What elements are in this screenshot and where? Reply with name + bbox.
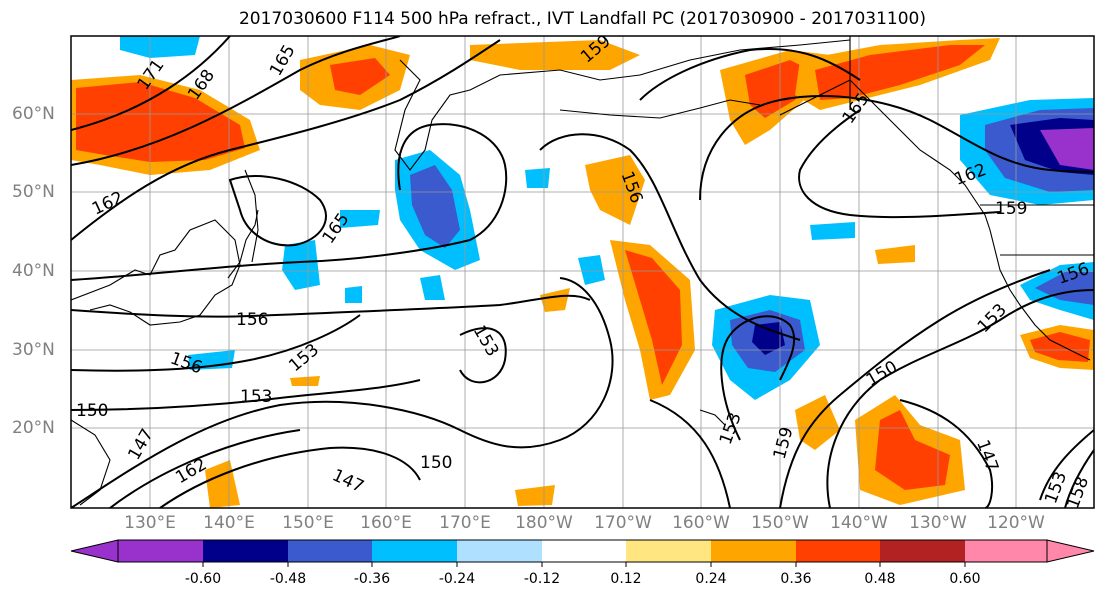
colorbar-outline — [117, 539, 1048, 563]
colorbar-bin — [542, 540, 626, 562]
colorbar-bin — [118, 540, 203, 562]
colorbar-bin — [372, 540, 457, 562]
lon-label: 160°E — [360, 513, 412, 533]
colorbar-bin — [880, 540, 965, 562]
colorbar-tick-label: 0.24 — [695, 571, 727, 587]
colorbar-tick-label: -0.36 — [353, 571, 391, 587]
colorbar-tick-label: -0.12 — [523, 571, 561, 587]
lon-label: 170°E — [439, 513, 491, 533]
contour-label: 153 — [240, 387, 272, 407]
colorbar-bin — [457, 540, 542, 562]
map-frame — [70, 35, 1095, 509]
map-title: 2017030600 F114 500 hPa refract., IVT La… — [238, 9, 926, 29]
lon-label: 170°W — [594, 513, 652, 533]
lon-label: 130°E — [124, 513, 176, 533]
lon-label: 150°E — [282, 513, 334, 533]
positive-anomaly-regions — [71, 38, 1094, 508]
colorbar-bin — [203, 540, 288, 562]
lat-label: 60°N — [12, 104, 55, 124]
lon-label: 150°W — [751, 513, 809, 533]
lat-label: 50°N — [12, 182, 55, 202]
lon-label: 140°W — [830, 513, 888, 533]
colorbar-high-extend — [1046, 539, 1095, 563]
colorbar-bin — [796, 540, 880, 562]
colorbar-tick-label: 0.48 — [864, 571, 896, 587]
negative-anomaly-regions — [120, 36, 1094, 400]
colorbar-bin — [965, 540, 1047, 562]
lon-label: 180°W — [515, 513, 573, 533]
colorbar-bin — [626, 540, 711, 562]
lon-label: 140°E — [203, 513, 255, 533]
colorbar-bin — [711, 540, 796, 562]
lat-label: 40°N — [12, 261, 55, 281]
contour-label: 159 — [995, 199, 1027, 219]
lat-label: 20°N — [12, 418, 55, 438]
colorbar-tick-label: 0.12 — [610, 571, 642, 587]
contour-label: 150 — [420, 453, 452, 473]
colorbar-tick-label: -0.48 — [269, 571, 307, 587]
colorbar-bin — [288, 540, 372, 562]
colorbar-tick-label: 0.36 — [780, 571, 812, 587]
colorbar-tick-label: 0.60 — [949, 571, 981, 587]
colorbar-tick-label: -0.60 — [184, 571, 222, 587]
colorbar-tick-label: -0.24 — [438, 571, 476, 587]
lat-label: 30°N — [12, 340, 55, 360]
lon-label: 130°W — [909, 513, 967, 533]
contour-label: 156 — [236, 310, 268, 330]
contour-label: 150 — [76, 401, 108, 421]
colorbar-low-extend — [70, 539, 119, 563]
height-contours — [71, 36, 1094, 508]
lon-label: 160°W — [672, 513, 730, 533]
colorbar — [70, 539, 1095, 567]
lon-label: 120°W — [987, 513, 1045, 533]
